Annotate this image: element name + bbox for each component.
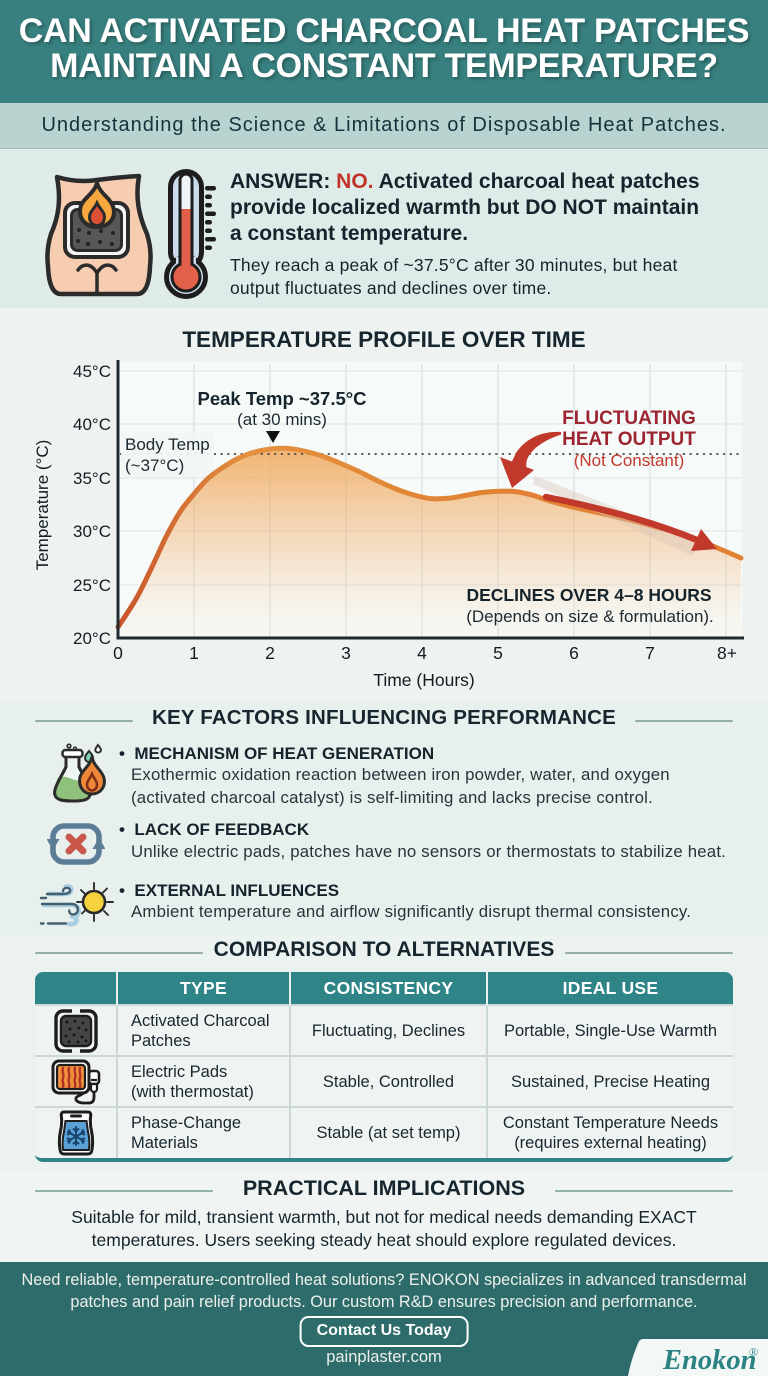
- svg-text:6: 6: [569, 643, 579, 663]
- svg-text:Time (Hours): Time (Hours): [373, 670, 474, 690]
- svg-text:8+: 8+: [717, 643, 737, 663]
- svg-text:25°C: 25°C: [73, 576, 111, 595]
- svg-text:Enokon: Enokon: [662, 1345, 756, 1376]
- svg-text:1: 1: [189, 643, 199, 663]
- svg-text:Temperature (°C): Temperature (°C): [33, 440, 52, 571]
- svg-text:(~37°C): (~37°C): [125, 456, 184, 475]
- svg-text:4: 4: [417, 643, 427, 663]
- svg-text:7: 7: [645, 643, 655, 663]
- svg-text:FLUCTUATING: FLUCTUATING: [562, 408, 696, 429]
- svg-text:0: 0: [113, 643, 123, 663]
- svg-text:35°C: 35°C: [73, 469, 111, 488]
- svg-text:(Depends on size & formulation: (Depends on size & formulation).: [466, 607, 714, 626]
- svg-text:45°C: 45°C: [73, 362, 111, 381]
- svg-text:20°C: 20°C: [73, 629, 111, 648]
- svg-text:3: 3: [341, 643, 351, 663]
- svg-text:HEAT OUTPUT: HEAT OUTPUT: [562, 429, 696, 450]
- svg-text:30°C: 30°C: [73, 522, 111, 541]
- svg-text:2: 2: [265, 643, 275, 663]
- svg-text:Body Temp: Body Temp: [125, 435, 210, 454]
- svg-text:TEMPERATURE PROFILE OVER TIME: TEMPERATURE PROFILE OVER TIME: [182, 327, 585, 352]
- svg-text:40°C: 40°C: [73, 415, 111, 434]
- svg-text:Peak Temp ~37.5°C: Peak Temp ~37.5°C: [197, 388, 366, 409]
- svg-text:(Not Constant): (Not Constant): [574, 451, 685, 470]
- svg-text:DECLINES OVER 4–8 HOURS: DECLINES OVER 4–8 HOURS: [466, 585, 711, 605]
- svg-text:(at 30 mins): (at 30 mins): [237, 410, 327, 429]
- svg-text:®: ®: [749, 1345, 758, 1359]
- svg-text:5: 5: [493, 643, 503, 663]
